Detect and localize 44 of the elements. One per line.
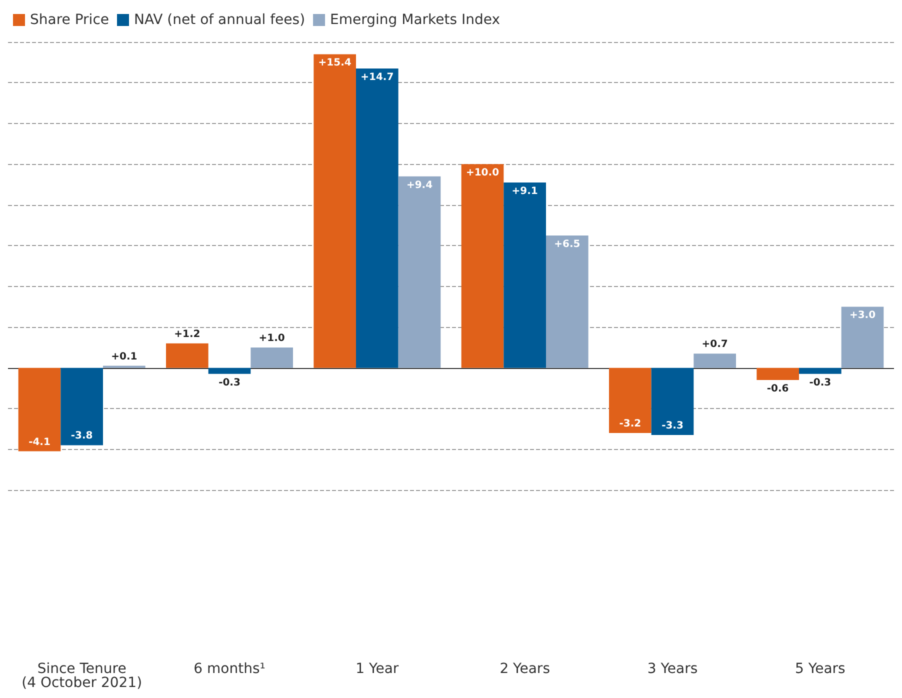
data-label: +0.7: [702, 339, 728, 350]
data-label: +10.0: [466, 168, 500, 179]
x-tick-label: 1 Year: [356, 661, 399, 677]
bar: [208, 368, 251, 374]
bar: [314, 54, 356, 368]
legend-label: Share Price: [30, 12, 110, 28]
data-label: -0.3: [218, 377, 240, 388]
data-label: -3.3: [662, 420, 684, 432]
bar: [651, 368, 694, 436]
x-tick-label: 2 Years: [500, 661, 550, 677]
bar: [546, 235, 588, 368]
data-label: +15.4: [318, 58, 352, 69]
bar: [504, 182, 546, 368]
bar: [841, 306, 884, 368]
bar: [461, 164, 504, 368]
bar: [356, 68, 398, 368]
legend-label: NAV (net of annual fees): [134, 12, 306, 28]
data-label: +3.0: [849, 310, 876, 322]
data-label: -3.2: [619, 418, 642, 430]
bar: [609, 368, 652, 433]
data-label: +6.5: [554, 238, 580, 250]
bar: [250, 347, 293, 368]
bar: [799, 368, 842, 374]
x-tick-label: 5 Years: [795, 661, 846, 677]
data-label: -0.3: [809, 377, 832, 388]
bar: [18, 368, 61, 452]
bar: [398, 176, 441, 368]
data-label: -3.8: [70, 430, 93, 442]
data-label: -0.6: [766, 384, 789, 395]
data-label: +0.1: [111, 351, 138, 362]
x-tick-label: 6 months¹: [194, 661, 266, 677]
bar: [756, 368, 799, 380]
data-label: +1.0: [258, 332, 285, 344]
data-label: +9.1: [512, 186, 538, 198]
x-tick-label: 3 Years: [647, 661, 698, 677]
bar: [694, 354, 736, 368]
data-label: +14.7: [360, 72, 394, 83]
x-tick-label: Since Tenure (4 October 2021): [22, 661, 142, 691]
data-label: +1.2: [174, 328, 200, 340]
legend-label: Emerging Markets Index: [330, 12, 500, 28]
data-label: -4.1: [28, 436, 50, 448]
bar: [60, 368, 103, 446]
data-label: +9.4: [406, 180, 433, 191]
bar: [166, 343, 208, 368]
